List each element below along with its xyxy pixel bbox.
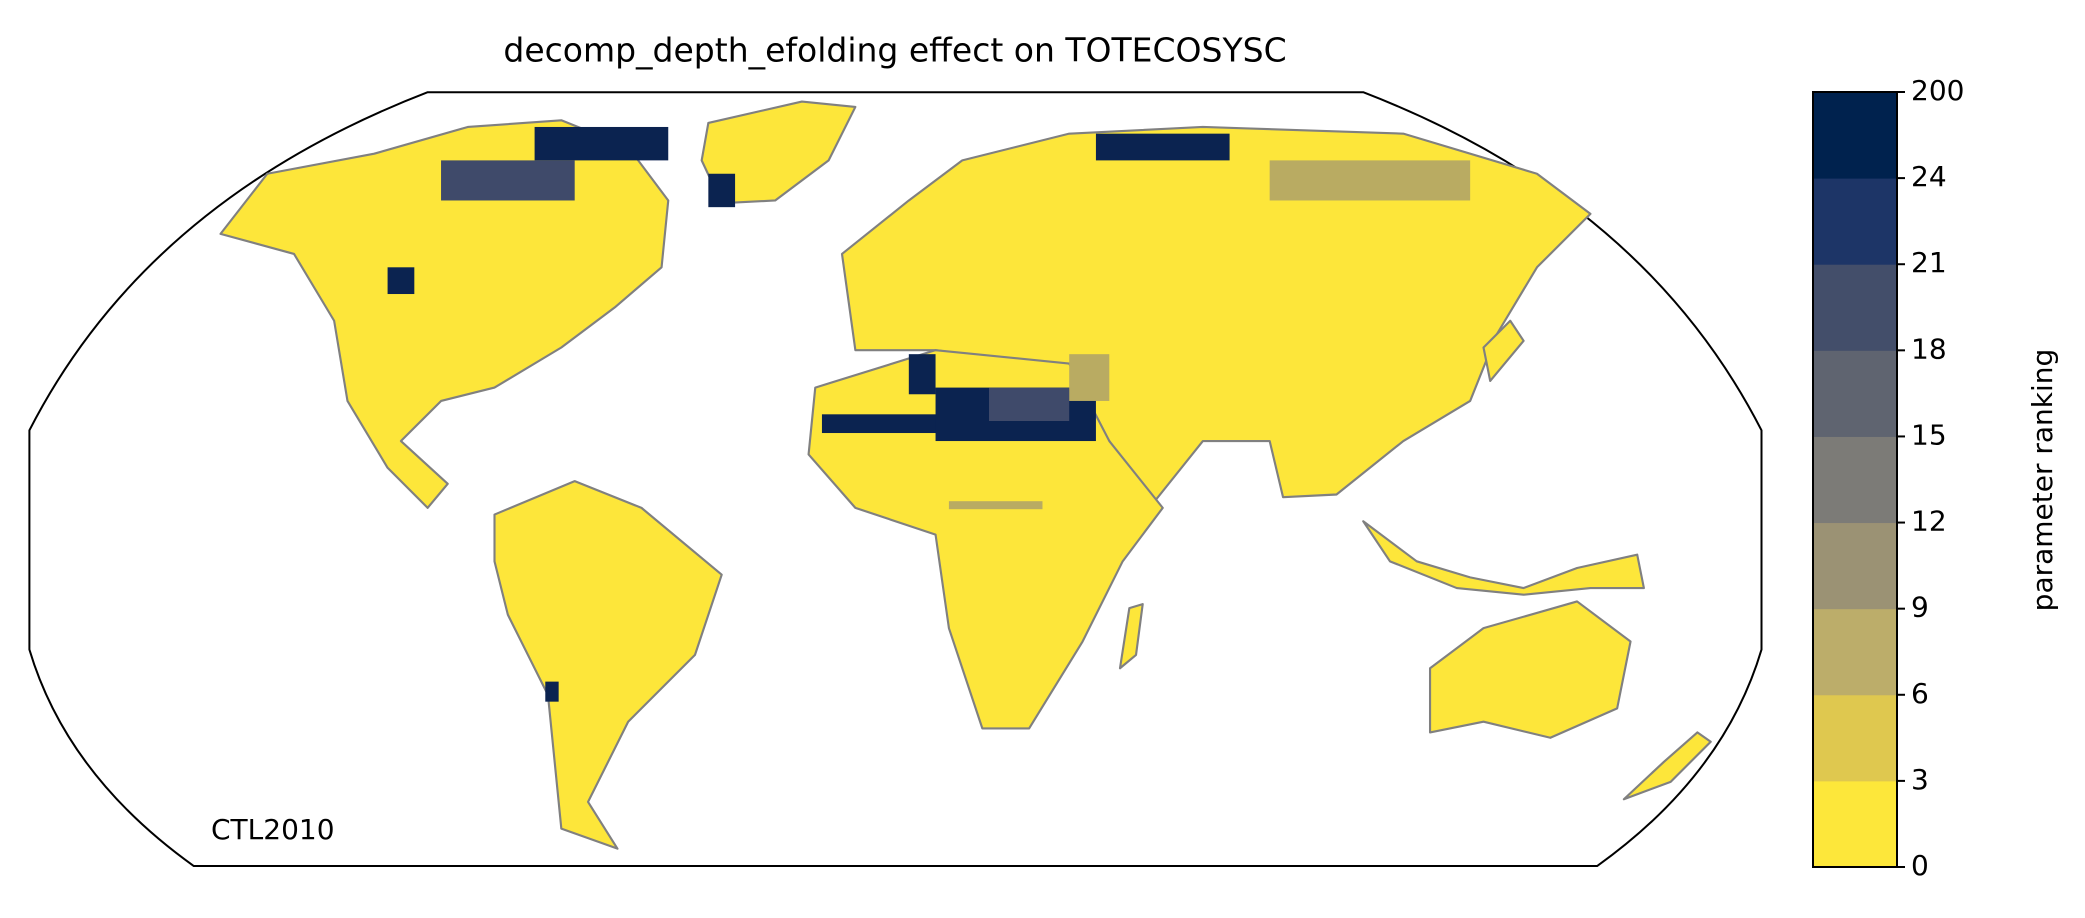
colorbar-tick-label: 21 [1911,246,1947,279]
chart-title: decomp_depth_efolding effect on TOTECOSY… [503,31,1286,70]
colorbar-tick-label: 200 [1911,74,1964,107]
colorbar-frame [1812,91,1898,868]
japan [1482,319,1525,382]
colorbar-segment [1813,694,1897,782]
colorbar-tick-label: 24 [1911,160,1947,193]
colorbar: 0 3 6 9 12 15 18 21 24 200 [1812,74,1964,882]
colorbar-segment [1813,780,1897,868]
colorbar-tick-label: 6 [1911,677,1929,710]
colorbar-segment [1813,350,1897,437]
north-america [219,119,670,509]
colorbar-tick-label: 15 [1911,418,1947,451]
colorbar-segment [1813,522,1897,610]
indonesia [1362,520,1645,596]
annotation: CTL2010 [211,813,335,846]
colorbar-segment [1813,92,1897,179]
map [28,91,1763,868]
colorbar-segment [1813,178,1897,265]
australia [1428,600,1632,739]
colorbar-tick-label: 12 [1911,505,1947,538]
greenland [700,100,857,205]
colorbar-label: parameter ranking [2026,349,2059,612]
madagascar [1118,603,1144,670]
south-america [493,480,723,850]
ranking-patches [387,126,1471,702]
new-zealand [1622,731,1712,801]
colorbar-segment [1813,608,1897,696]
colorbar-tick-label: 9 [1911,591,1929,624]
colorbar-tick-label: 3 [1911,763,1929,796]
colorbar-segment [1813,436,1897,524]
colorbar-tick-label: 18 [1911,332,1947,365]
colorbar-segment [1813,264,1897,351]
colorbar-tick-label: 0 [1911,849,1929,882]
